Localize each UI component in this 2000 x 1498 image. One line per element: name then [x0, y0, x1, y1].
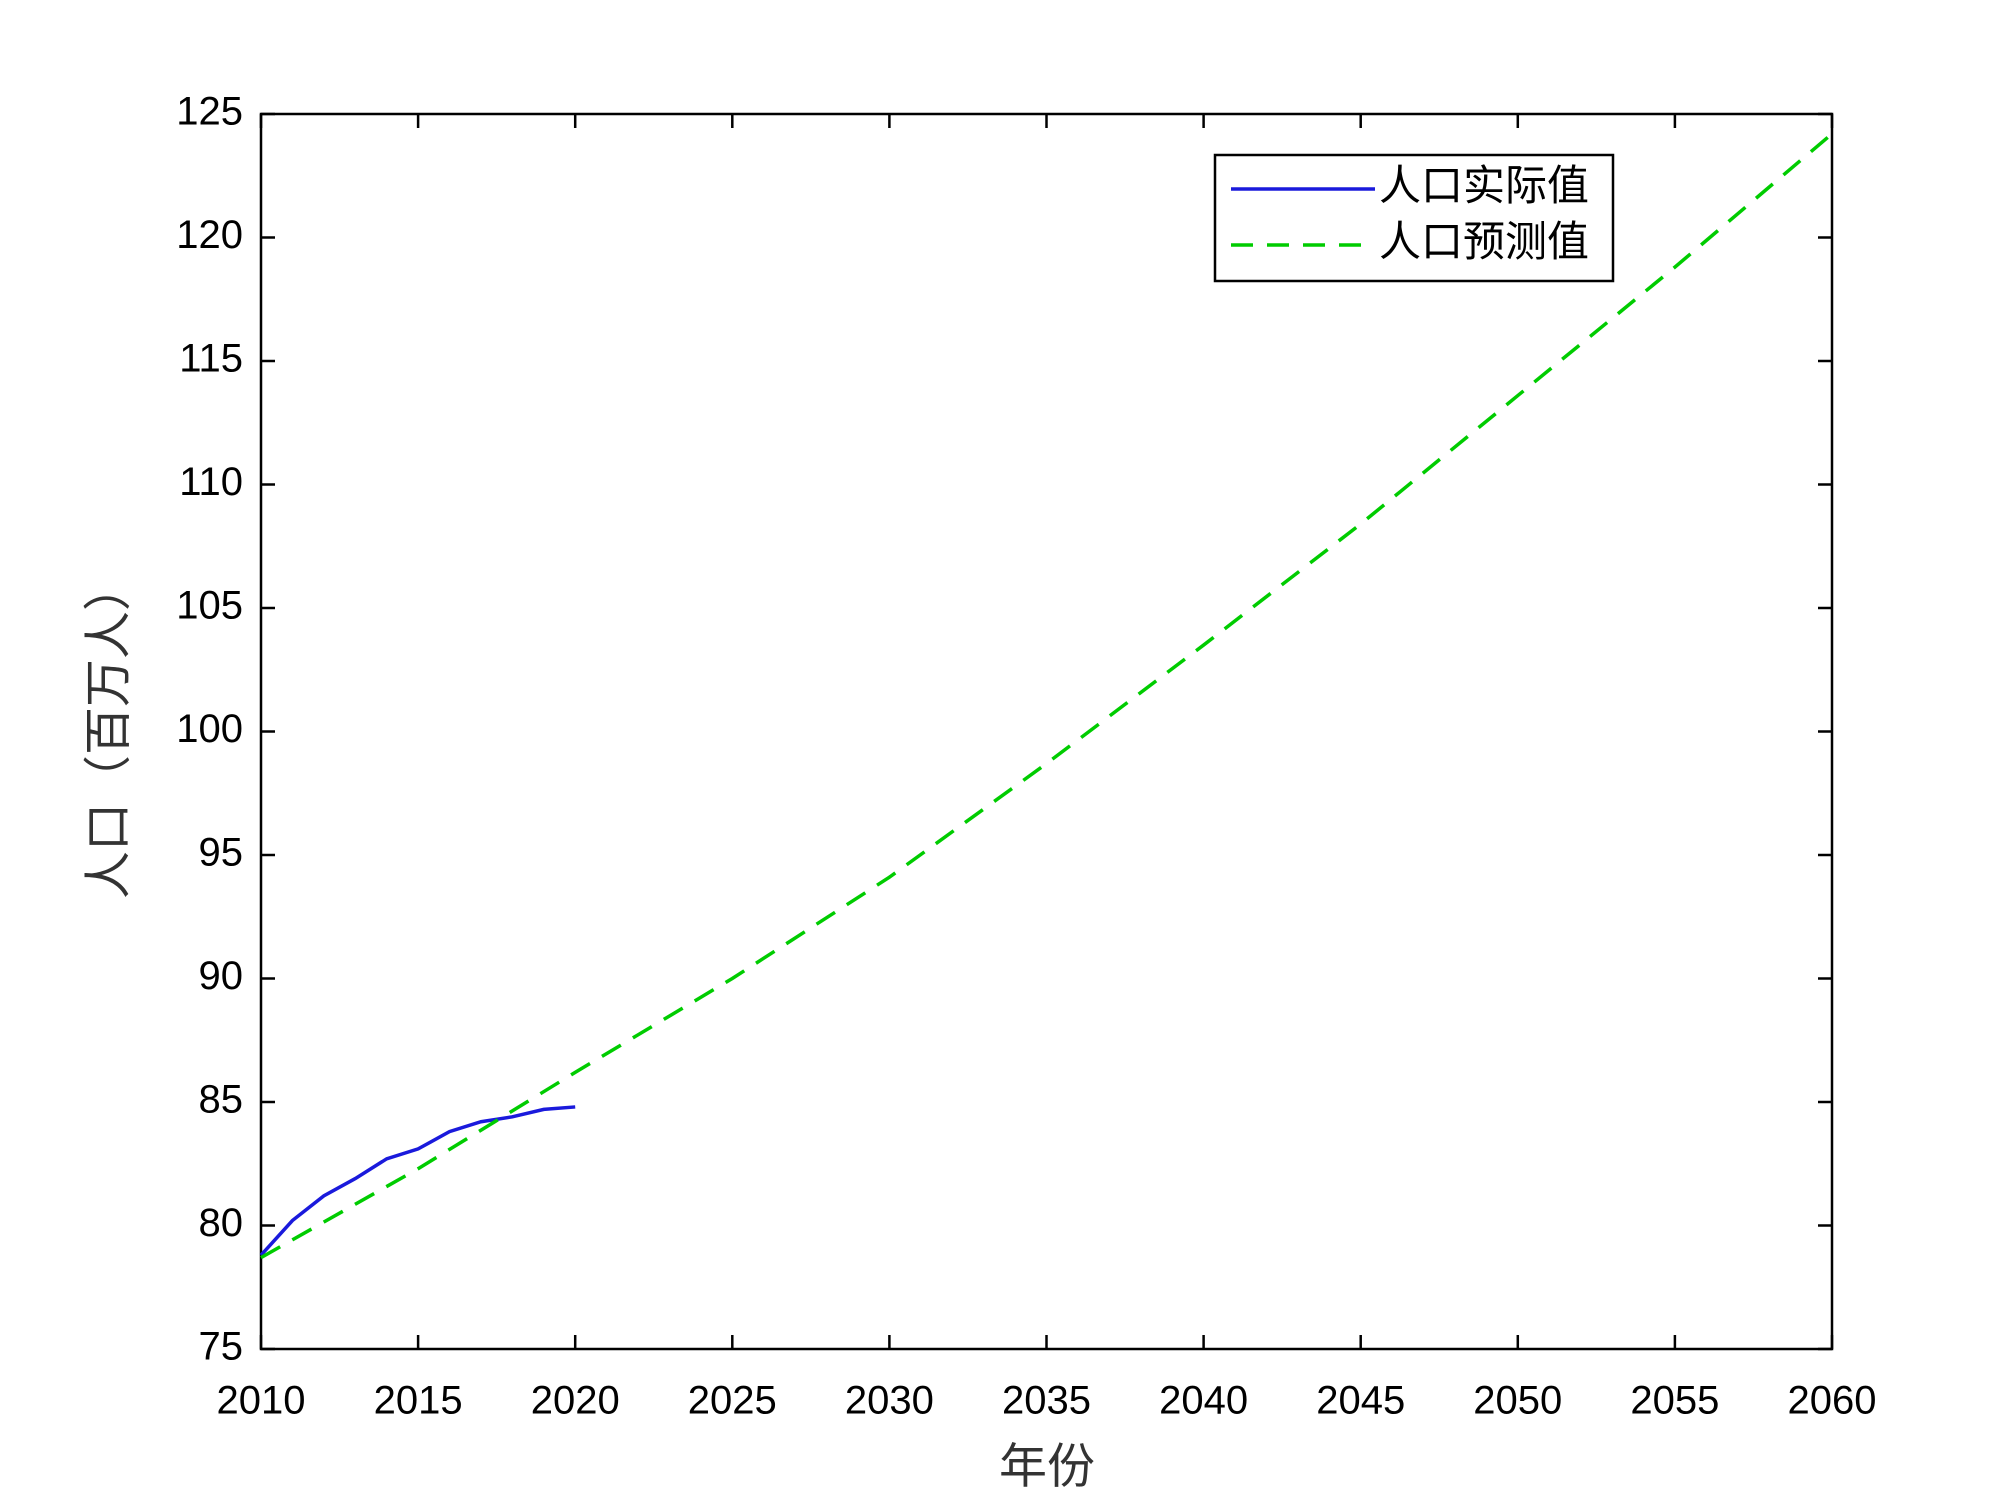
y-tick-label: 85 [199, 1078, 244, 1122]
x-tick-label: 2055 [1630, 1379, 1719, 1423]
x-tick-label: 2020 [531, 1379, 620, 1423]
x-tick-label: 2025 [688, 1379, 777, 1423]
legend-label: 人口预测值 [1379, 217, 1589, 266]
y-tick-label: 90 [199, 954, 244, 998]
x-tick-label: 2010 [217, 1379, 306, 1423]
y-tick-label: 110 [179, 460, 243, 504]
x-tick-label: 2035 [1002, 1379, 1091, 1423]
y-tick-label: 75 [199, 1325, 244, 1369]
y-tick-label: 95 [199, 831, 244, 875]
plot-frame [259, 112, 1834, 1351]
y-tick-label: 115 [179, 337, 243, 381]
x-tick-label: 2015 [374, 1379, 463, 1423]
x-tick-label: 2060 [1788, 1379, 1877, 1423]
x-tick-label: 2040 [1159, 1379, 1248, 1423]
legend-box [1213, 153, 1615, 283]
series-line [259, 1105, 576, 1257]
x-tick-label: 2030 [845, 1379, 934, 1423]
y-axis-label: 人口（百万人） [81, 563, 137, 899]
x-tick-label: 2045 [1316, 1379, 1405, 1423]
y-tick-label: 125 [176, 90, 243, 134]
y-tick-label: 80 [199, 1201, 244, 1245]
y-tick-label: 120 [176, 213, 243, 257]
legend-label: 人口实际值 [1379, 161, 1589, 210]
y-tick-label: 105 [176, 584, 243, 628]
y-tick-label: 100 [176, 707, 243, 751]
x-axis-label: 年份 [999, 1439, 1095, 1495]
series-line [260, 132, 1834, 1260]
x-tick-label: 2050 [1473, 1379, 1562, 1423]
